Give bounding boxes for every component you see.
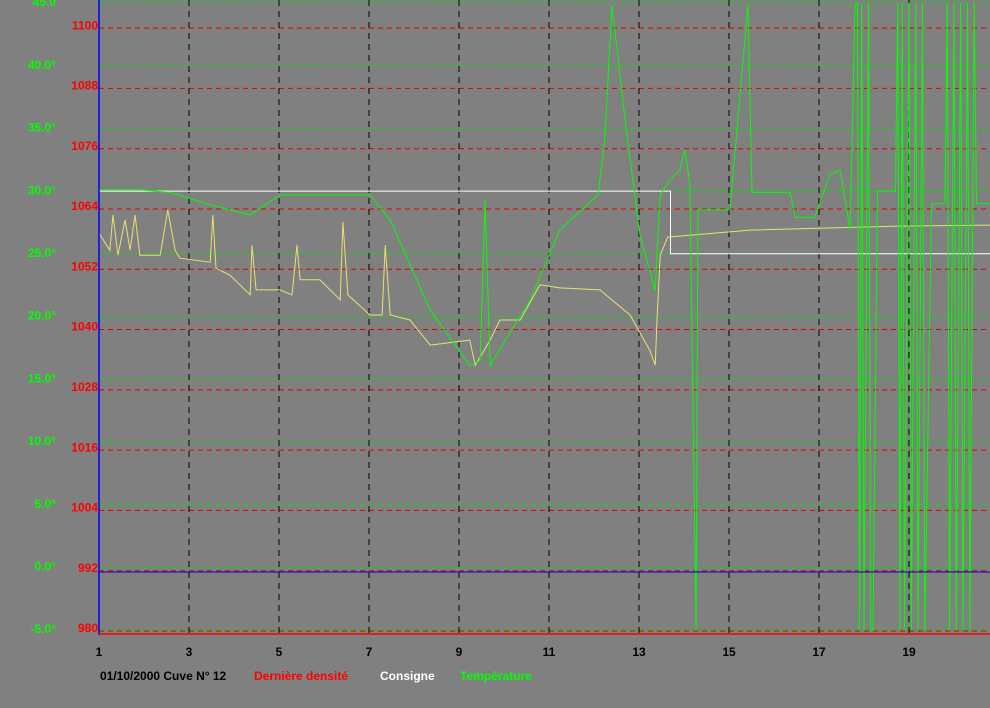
x-tick-label: 17 <box>812 645 826 659</box>
x-tick-label: 5 <box>276 645 283 659</box>
series-line <box>99 1 990 631</box>
y-tick-label: 30.0° <box>28 183 56 197</box>
x-tick-label: 13 <box>632 645 646 659</box>
y2-tick-label: 1052 <box>71 259 98 273</box>
x-tick-label: 7 <box>366 645 373 659</box>
y-tick-label: 20.0° <box>28 309 56 323</box>
y-tick-label: 25.0° <box>28 246 56 260</box>
subtitle: 01/10/2000 Cuve N° 12 <box>100 669 227 683</box>
legend-entry: Consigne <box>380 669 435 683</box>
x-tick-label: 9 <box>456 645 463 659</box>
y2-tick-label: 1004 <box>71 501 98 515</box>
labels: -5.0°0.0°5.0°10.0°15.0°20.0°25.0°30.0°35… <box>28 0 916 683</box>
y-tick-label: 10.0° <box>28 434 56 448</box>
y2-tick-label: 1076 <box>71 139 98 153</box>
y2-tick-label: 980 <box>78 621 98 635</box>
x-tick-label: 1 <box>96 645 103 659</box>
y-tick-label: 5.0° <box>35 497 57 511</box>
y2-tick-label: 1028 <box>71 380 98 394</box>
y2-tick-label: 1100 <box>72 18 98 32</box>
y-tick-label: -5.0° <box>31 622 57 636</box>
x-tick-label: 15 <box>722 645 736 659</box>
x-tick-label: 11 <box>543 645 556 659</box>
y-tick-label: 45.0 <box>33 0 57 9</box>
y2-tick-label: 1064 <box>71 199 98 213</box>
y-tick-label: 0.0° <box>35 559 57 573</box>
x-tick-label: 19 <box>902 645 916 659</box>
y-tick-label: 35.0° <box>28 121 56 135</box>
grid <box>99 0 990 634</box>
y2-tick-label: 1040 <box>71 320 98 334</box>
y-tick-label: 40.0° <box>28 58 56 72</box>
y-tick-label: 15.0° <box>28 371 56 385</box>
y2-tick-label: 1016 <box>71 440 98 454</box>
series-line <box>98 209 990 367</box>
x-tick-label: 3 <box>186 645 193 659</box>
lines <box>98 1 990 631</box>
legend-entry: Température <box>460 669 532 683</box>
y2-tick-label: 992 <box>78 561 98 575</box>
series-line <box>99 190 990 255</box>
legend-entry: Dernière densité <box>254 669 348 683</box>
y2-tick-label: 1088 <box>71 79 98 93</box>
